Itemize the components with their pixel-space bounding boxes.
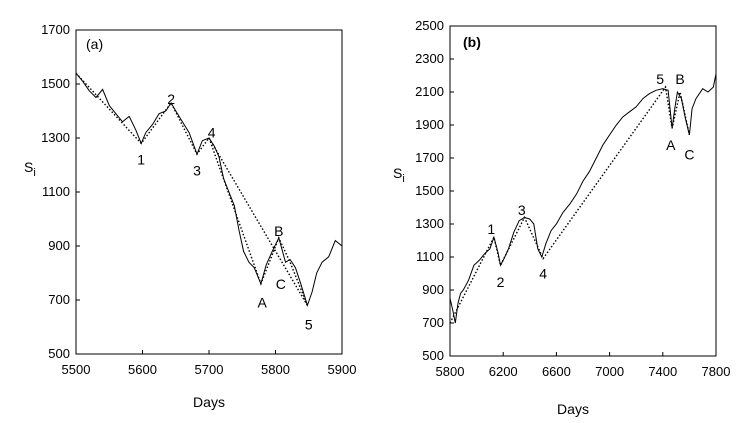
y-tick-label: 2100 [415, 84, 444, 99]
y-tick-label: 900 [422, 282, 444, 297]
y-tick-label: 1300 [415, 216, 444, 231]
y-tick-label: 1700 [415, 150, 444, 165]
panel-b-y-axis-label-sub: i [402, 173, 404, 185]
wave-label-B: B [675, 71, 684, 87]
panel-b-label: (b) [463, 34, 481, 50]
panel-b-y-ticks: 500 700 900 1100 1300 1500 1700 1900 2100 2300 250… [415, 18, 454, 363]
wave-label-C: C [276, 276, 286, 292]
x-tick-label: 7800 [702, 364, 731, 379]
panel-a-wave-path [75, 72, 309, 306]
panel-b: (b) 500 700 900 1100 1300 1500 1700 1900 2100 230… [393, 18, 730, 417]
y-tick-label: 1500 [41, 76, 70, 91]
x-tick-label: 6600 [542, 364, 571, 379]
panel-a-y-axis-label-sub: i [33, 167, 35, 179]
wave-label-2: 2 [497, 274, 505, 290]
panel-b-y-axis-label-main: S [393, 165, 402, 181]
wave-label-A: A [258, 295, 268, 311]
x-tick-label: 6200 [489, 364, 518, 379]
panel-a-y-axis-label: Si [24, 159, 36, 179]
wave-label-3: 3 [518, 202, 526, 218]
panel-a-y-axis-label-main: S [24, 159, 33, 175]
y-tick-label: 500 [422, 348, 444, 363]
panel-a-wave-path-secondary [208, 137, 309, 306]
wave-label-1: 1 [137, 152, 145, 168]
panel-b-x-ticks: 5800 6200 6600 7000 7400 7800 [436, 352, 731, 379]
wave-label-C: C [684, 147, 694, 163]
y-tick-label: 1900 [415, 117, 444, 132]
panel-a-y-ticks: 500 700 900 1100 1300 1500 1700 [41, 22, 80, 361]
y-tick-label: 2300 [415, 51, 444, 66]
y-tick-label: 1700 [41, 22, 70, 37]
wave-label-A: A [666, 137, 676, 153]
wave-label-1: 1 [487, 221, 495, 237]
wave-label-4: 4 [539, 266, 547, 282]
y-tick-label: 500 [48, 346, 70, 361]
x-tick-label: 5900 [328, 362, 357, 377]
panel-b-wave-labels: 1 2 3 4 5 B AC [487, 71, 694, 290]
panel-a-x-ticks: 5500 5600 5700 5800 5900 [62, 350, 357, 377]
x-tick-label: 7400 [648, 364, 677, 379]
wave-label-3: 3 [193, 162, 201, 178]
y-tick-label: 2500 [415, 18, 444, 33]
x-tick-label: 5800 [261, 362, 290, 377]
wave-label-2: 2 [167, 91, 175, 107]
panel-a-price-series [75, 72, 343, 308]
panel-b-price-series [449, 73, 717, 324]
y-tick-label: 1100 [42, 184, 70, 199]
panel-a-label: (a) [86, 36, 103, 52]
panel-a: (a) 500 700 900 1100 1300 1500 1700 5500 5600 57… [24, 22, 356, 410]
x-tick-label: 5800 [436, 364, 465, 379]
panel-a-plot-frame [75, 29, 343, 355]
panel-a-x-axis-label: Days [193, 394, 225, 410]
wave-label-5: 5 [656, 71, 664, 87]
x-tick-label: 5700 [195, 362, 224, 377]
wave-label-5: 5 [305, 316, 313, 332]
y-tick-label: 900 [48, 238, 70, 253]
panel-a-wave-labels: 1 2 3 4 A B C 5 [137, 91, 313, 332]
wave-label-4: 4 [208, 125, 216, 141]
y-tick-label: 700 [48, 292, 70, 307]
y-tick-label: 1300 [41, 130, 70, 145]
wave-label-B: B [274, 223, 283, 239]
x-tick-label: 5500 [62, 362, 91, 377]
x-tick-label: 5600 [128, 362, 157, 377]
panel-b-x-axis-label: Days [557, 401, 589, 417]
y-tick-label: 700 [422, 315, 444, 330]
panel-b-wave-path [449, 85, 691, 324]
y-tick-label: 1500 [415, 183, 444, 198]
x-tick-label: 7000 [595, 364, 624, 379]
y-tick-label: 1100 [416, 249, 444, 264]
panel-b-y-axis-label: Si [393, 165, 405, 185]
